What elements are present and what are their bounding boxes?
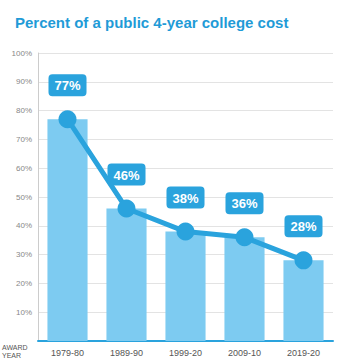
svg-text:60%: 60%: [16, 164, 32, 173]
svg-text:46%: 46%: [113, 168, 139, 183]
svg-text:2009-10: 2009-10: [228, 348, 261, 358]
svg-text:70%: 70%: [16, 135, 32, 144]
svg-text:80%: 80%: [16, 106, 32, 115]
svg-text:100%: 100%: [12, 49, 32, 58]
svg-text:AWARD: AWARD: [2, 344, 29, 351]
svg-text:77%: 77%: [54, 78, 80, 93]
svg-text:90%: 90%: [16, 77, 32, 86]
svg-text:50%: 50%: [16, 193, 32, 202]
svg-text:1989-90: 1989-90: [110, 348, 143, 358]
svg-text:36%: 36%: [231, 196, 257, 211]
svg-text:38%: 38%: [172, 191, 198, 206]
svg-text:Percent of a public 4-year col: Percent of a public 4-year college cost: [15, 14, 288, 31]
svg-text:1999-20: 1999-20: [169, 348, 202, 358]
svg-text:YEAR: YEAR: [2, 352, 21, 359]
svg-text:40%: 40%: [16, 221, 32, 230]
svg-text:2019-20: 2019-20: [287, 348, 320, 358]
svg-text:1979-80: 1979-80: [51, 348, 84, 358]
svg-text:28%: 28%: [290, 219, 316, 234]
svg-text:30%: 30%: [16, 250, 32, 259]
svg-text:20%: 20%: [16, 279, 32, 288]
svg-text:10%: 10%: [16, 308, 32, 317]
